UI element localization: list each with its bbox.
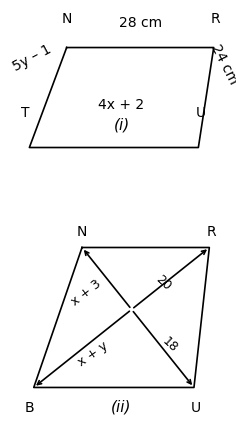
Text: (i): (i)	[114, 117, 130, 132]
Text: U: U	[191, 400, 201, 414]
Text: N: N	[62, 12, 72, 26]
Text: x + y: x + y	[76, 339, 110, 368]
Text: B: B	[25, 400, 34, 414]
Text: 18: 18	[160, 334, 180, 354]
Text: 24 cm: 24 cm	[209, 42, 236, 86]
Text: 28 cm: 28 cm	[119, 15, 162, 29]
Text: R: R	[207, 225, 216, 239]
Text: T: T	[21, 105, 29, 119]
Text: (ii): (ii)	[111, 399, 132, 414]
Text: 4x + 2: 4x + 2	[98, 97, 145, 111]
Text: U: U	[195, 105, 206, 119]
Text: 20: 20	[153, 272, 173, 292]
Text: N: N	[77, 225, 87, 239]
Text: x + 3: x + 3	[69, 276, 104, 307]
Text: 5y – 1: 5y – 1	[10, 43, 53, 74]
Text: R: R	[211, 12, 221, 26]
